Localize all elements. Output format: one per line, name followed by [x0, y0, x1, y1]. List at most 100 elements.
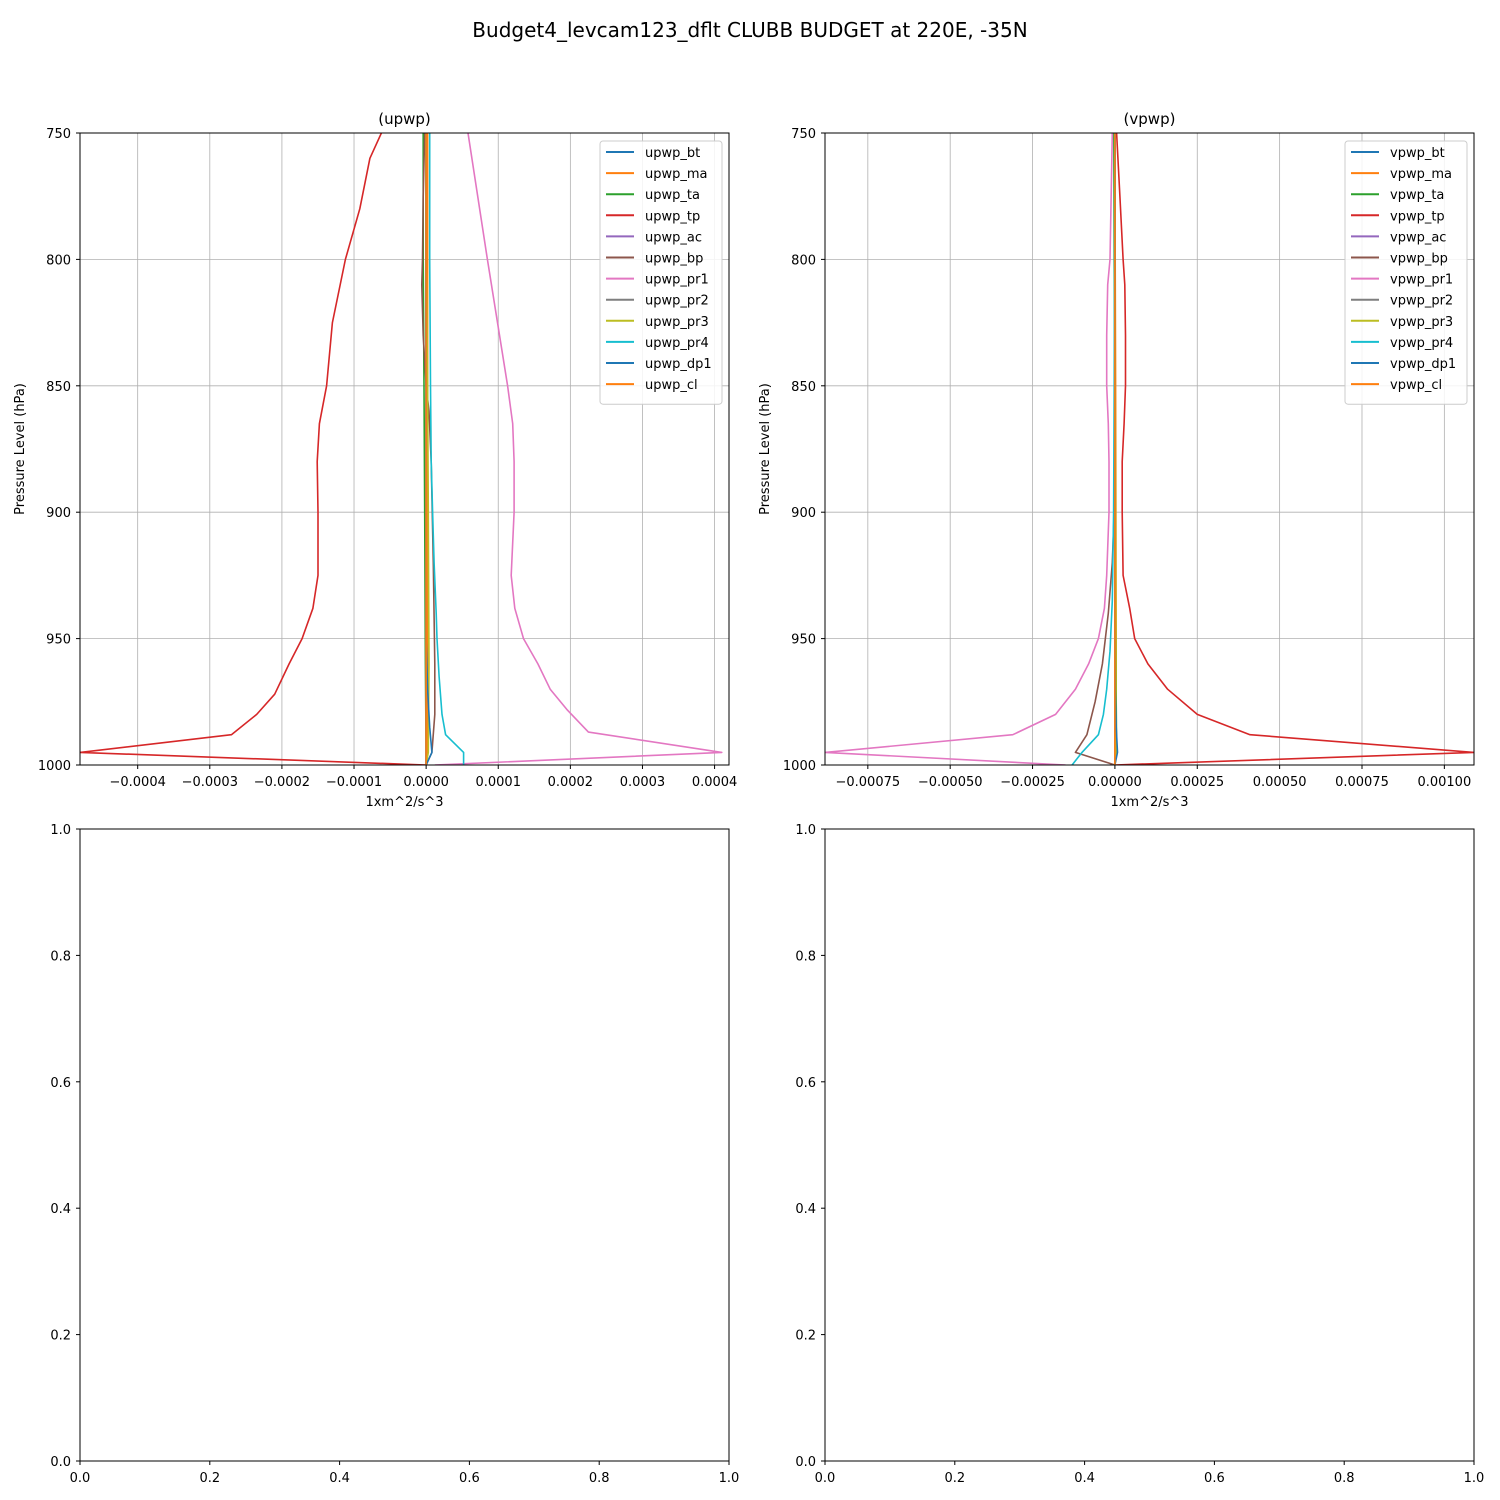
- series-line-upwp_pr4: [428, 133, 465, 765]
- x-tick-label: 0.4: [329, 1471, 350, 1486]
- x-tick-label: 0.00025: [1170, 775, 1224, 790]
- y-tick-label: 0.2: [50, 1329, 71, 1344]
- legend-label: upwp_bt: [645, 146, 700, 161]
- x-tick-label: 0.0001: [475, 775, 521, 790]
- legend-label: vpwp_bt: [1390, 146, 1445, 161]
- y-tick-label: 800: [791, 253, 816, 268]
- legend-item: upwp_pr1: [606, 273, 709, 288]
- legend-label: vpwp_ac: [1390, 230, 1446, 245]
- subplot-4: 0.0 0.2 0.4 0.6 0.8 1.0 0.0 0.2 0.4 0.6 0.8 1.0: [795, 823, 1484, 1486]
- y-tick-label: 1000: [38, 759, 71, 774]
- axes-frame: [79, 828, 730, 1462]
- x-tick-label: −0.0004: [109, 775, 165, 790]
- legend-item: vpwp_cl: [1351, 378, 1442, 393]
- y-tick-label: 0.0: [50, 1455, 71, 1470]
- legend-item: upwp_tp: [606, 209, 700, 224]
- plot-area: [80, 829, 729, 1461]
- legend-label: vpwp_cl: [1390, 378, 1442, 393]
- y-axis-label: Pressure Level (hPa): [758, 383, 773, 515]
- figure-title: Budget4_levcam123_dflt CLUBB BUDGET at 2…: [472, 18, 1027, 42]
- y-tick-label: 0.8: [795, 949, 816, 964]
- legend-item: vpwp_tp: [1351, 209, 1445, 224]
- series-line-vpwp_tp: [1114, 133, 1474, 765]
- legend-label: upwp_dp1: [645, 357, 712, 372]
- legend: upwp_bt upwp_ma upwp_ta upwp_tp upwp_ac upwp_…: [599, 140, 723, 405]
- y-tick-label: 0.6: [50, 1076, 71, 1091]
- y-tick-label: 750: [46, 127, 71, 142]
- legend: vpwp_bt vpwp_ma vpwp_ta vpwp_tp vpwp_ac vpwp_…: [1344, 140, 1468, 405]
- legend-label: vpwp_pr3: [1390, 315, 1453, 330]
- y-tick-label: 800: [46, 253, 71, 268]
- y-tick-label: 1.0: [50, 823, 71, 838]
- legend-label: upwp_ac: [645, 230, 702, 245]
- legend-item: upwp_ac: [606, 230, 702, 245]
- legend-label: upwp_ma: [645, 167, 708, 182]
- y-tick-label: 0.0: [795, 1455, 816, 1470]
- legend-item: vpwp_pr1: [1351, 273, 1453, 288]
- y-tick-label: 900: [791, 506, 816, 521]
- legend-item: vpwp_ac: [1351, 230, 1446, 245]
- subplot-2: −0.00075 −0.00050 −0.00025 0.00000 0.00025 0.…: [758, 110, 1475, 810]
- legend-item: vpwp_ta: [1351, 188, 1444, 203]
- subplot-title: (vpwp): [1124, 110, 1176, 128]
- legend-item: vpwp_pr4: [1351, 336, 1453, 351]
- x-tick-label: 0.8: [1334, 1471, 1355, 1486]
- legend-label: upwp_pr4: [645, 336, 709, 351]
- x-tick-label: 0.2: [199, 1471, 220, 1486]
- y-tick-label: 0.8: [50, 949, 71, 964]
- legend-item: upwp_ma: [606, 167, 708, 182]
- legend-item: vpwp_pr2: [1351, 294, 1453, 309]
- series-line-vpwp_pr1: [825, 133, 1114, 765]
- y-tick-label: 900: [46, 506, 71, 521]
- subplot-1: −0.0004 −0.0003 −0.0002 −0.0001 0.0000 0.0001…: [13, 110, 737, 810]
- x-tick-label: 0.0002: [548, 775, 594, 790]
- legend-label: upwp_pr3: [645, 315, 709, 330]
- x-tick-label: −0.00025: [1000, 775, 1065, 790]
- legend-item: upwp_bp: [606, 252, 703, 267]
- legend-item: vpwp_dp1: [1351, 357, 1456, 372]
- x-tick-label: 0.00000: [1088, 775, 1142, 790]
- legend-label: upwp_tp: [645, 209, 700, 224]
- series-line-upwp_bp: [420, 133, 436, 765]
- legend-item: vpwp_bp: [1351, 252, 1448, 267]
- x-tick-label: 0.6: [1204, 1471, 1225, 1486]
- x-tick-label: 0.6: [459, 1471, 480, 1486]
- x-tick-label: −0.00075: [835, 775, 900, 790]
- legend-item: vpwp_bt: [1351, 146, 1445, 161]
- legend-item: upwp_pr2: [606, 294, 709, 309]
- legend-label: upwp_cl: [645, 378, 698, 393]
- x-axis-label: 1xm^2/s^3: [365, 795, 443, 810]
- y-tick-label: 950: [791, 633, 816, 648]
- legend-label: vpwp_ta: [1390, 188, 1444, 203]
- subplot-title: (upwp): [378, 110, 431, 128]
- legend-label: upwp_bp: [645, 252, 703, 267]
- y-tick-label: 0.2: [795, 1329, 816, 1344]
- y-axis-label: Pressure Level (hPa): [13, 383, 28, 515]
- legend-item: upwp_bt: [606, 146, 700, 161]
- y-tick-label: 0.4: [795, 1202, 816, 1217]
- legend-box: [599, 140, 723, 405]
- x-tick-label: 0.2: [944, 1471, 965, 1486]
- x-tick-label: 0.0: [815, 1471, 836, 1486]
- y-tick-label: 950: [46, 633, 71, 648]
- series-line-upwp_tp: [80, 133, 427, 765]
- x-tick-label: −0.0003: [182, 775, 238, 790]
- series-line-upwp_pr1: [434, 133, 723, 765]
- y-tick-label: 750: [791, 127, 816, 142]
- legend-item: vpwp_ma: [1351, 167, 1452, 182]
- x-tick-label: 0.0000: [403, 775, 449, 790]
- legend-item: vpwp_pr3: [1351, 315, 1453, 330]
- legend-label: vpwp_tp: [1390, 209, 1445, 224]
- x-tick-label: 0.00100: [1417, 775, 1471, 790]
- series-group: [80, 133, 723, 765]
- legend-label: upwp_pr2: [645, 294, 709, 309]
- legend-label: upwp_ta: [645, 188, 700, 203]
- x-axis-label: 1xm^2/s^3: [1110, 795, 1188, 810]
- legend-item: upwp_dp1: [606, 357, 712, 372]
- y-tick-label: 0.4: [50, 1202, 71, 1217]
- x-tick-label: 1.0: [719, 1471, 740, 1486]
- legend-item: upwp_cl: [606, 378, 698, 393]
- y-tick-label: 850: [46, 380, 71, 395]
- x-tick-label: 0.0004: [692, 775, 738, 790]
